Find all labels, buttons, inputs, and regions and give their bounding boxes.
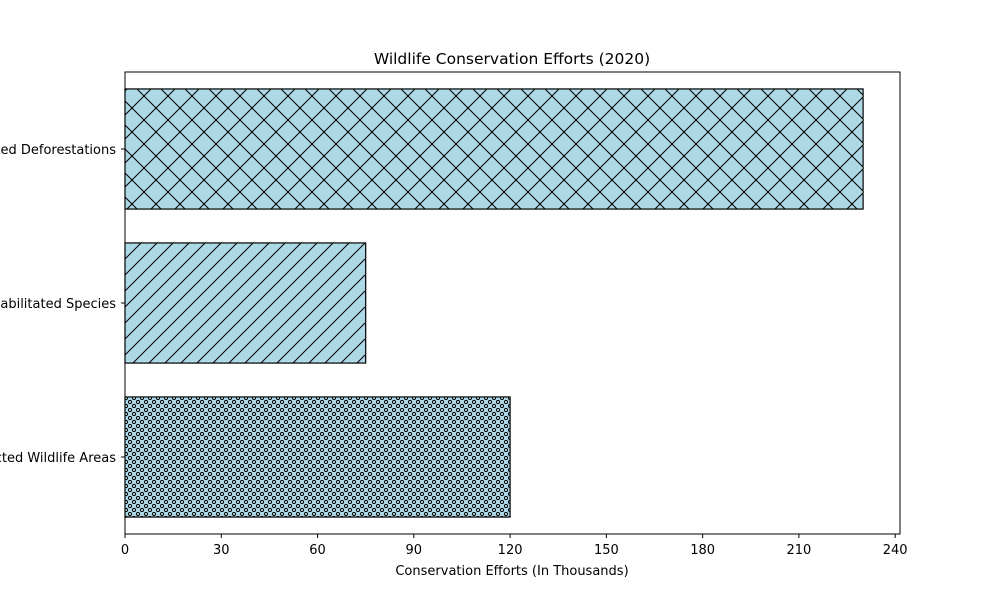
y-axis-ticks: Protected Wildlife Areas Rehabilitated Sp… — [0, 143, 125, 466]
x-tick-label-120: 120 — [498, 543, 523, 558]
y-tick-label-rehabilitated-species: Rehabilitated Species — [0, 297, 116, 312]
x-tick-label-210: 210 — [786, 543, 811, 558]
x-axis-ticks: 0 30 60 90 120 150 180 210 240 — [121, 534, 908, 558]
x-tick-label-180: 180 — [690, 543, 715, 558]
y-tick-label-prevented-deforestations: Prevented Deforestations — [0, 143, 116, 158]
x-tick-label-30: 30 — [213, 543, 230, 558]
chart-title: Wildlife Conservation Efforts (2020) — [374, 50, 650, 68]
bars-group — [124, 88, 864, 518]
x-tick-label-240: 240 — [883, 543, 908, 558]
x-tick-label-0: 0 — [121, 543, 129, 558]
bar-prevented-deforestations — [124, 88, 864, 210]
x-tick-label-60: 60 — [309, 543, 326, 558]
bar-rehabilitated-species — [124, 242, 367, 364]
x-tick-label-90: 90 — [406, 543, 423, 558]
bar-protected-wildlife-areas — [124, 396, 511, 518]
x-axis-label: Conservation Efforts (In Thousands) — [395, 564, 628, 579]
y-tick-label-protected-wildlife-areas: Protected Wildlife Areas — [0, 451, 116, 466]
x-tick-label-150: 150 — [594, 543, 619, 558]
